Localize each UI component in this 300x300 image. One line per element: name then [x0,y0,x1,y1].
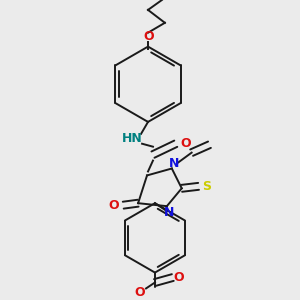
Text: S: S [202,180,211,193]
Text: N: N [169,157,179,170]
Text: O: O [181,137,191,150]
Text: HN: HN [122,132,142,145]
Text: O: O [108,199,119,212]
Text: O: O [173,271,184,284]
Text: O: O [135,286,146,299]
Text: N: N [164,206,174,219]
Text: O: O [144,30,154,43]
